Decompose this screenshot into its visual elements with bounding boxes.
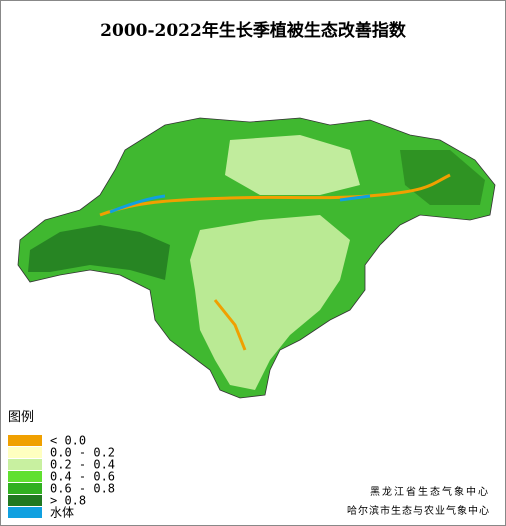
legend-label: > 0.8 <box>50 494 86 508</box>
light-zone-north <box>225 135 360 195</box>
legend-swatch <box>8 435 42 446</box>
region-map <box>17 117 496 399</box>
legend-label: 0.6 - 0.8 <box>50 482 115 496</box>
river <box>99 173 451 217</box>
credit: 黑龙江省生态气象中心 <box>370 485 490 498</box>
legend-title: 图例 <box>8 410 34 425</box>
degraded-patch <box>213 299 247 351</box>
legend-label: < 0.0 <box>50 434 86 448</box>
legend-swatch <box>8 459 42 470</box>
dark-zone <box>28 225 170 280</box>
credit: 哈尔滨市生态与农业气象中心 <box>347 504 490 517</box>
legend-label: 0.4 - 0.6 <box>50 470 115 484</box>
legend-label: 0.2 - 0.4 <box>50 458 115 472</box>
light-zone <box>190 215 350 390</box>
legend-swatch <box>8 447 42 458</box>
river-water <box>109 194 371 214</box>
legend-swatch <box>8 507 42 518</box>
legend: < 0.00.0 - 0.20.2 - 0.40.4 - 0.60.6 - 0.… <box>8 434 115 520</box>
legend-swatch <box>8 471 42 482</box>
legend-swatch <box>8 495 42 506</box>
legend-label: 0.0 - 0.2 <box>50 446 115 460</box>
map-title: 2000-2022年生长季植被生态改善指数 <box>100 20 407 41</box>
legend-swatch <box>8 483 42 494</box>
legend-label: 水体 <box>50 506 74 520</box>
